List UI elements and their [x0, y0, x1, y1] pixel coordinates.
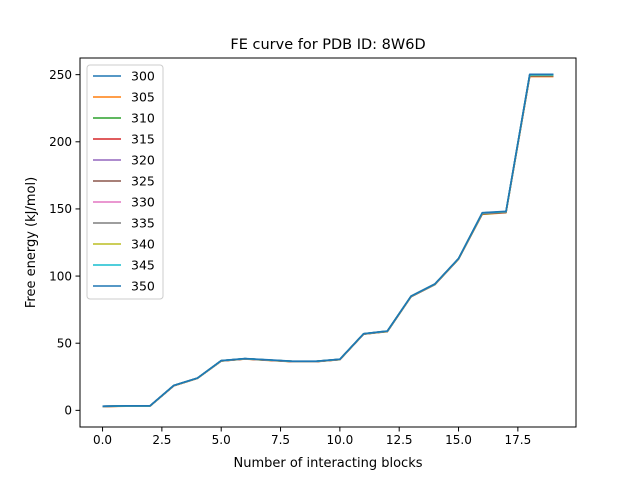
- legend-label-325: 325: [131, 174, 155, 189]
- y-tick-label: 50: [57, 337, 72, 351]
- legend-label-310: 310: [131, 111, 155, 126]
- x-axis-ticks: 0.0 2.5 5.0 7.5 10.0 12.5 15.0 17.5: [93, 427, 531, 447]
- x-tick-label: 5.0: [212, 433, 231, 447]
- legend-label-305: 305: [131, 90, 155, 105]
- legend-label-335: 335: [131, 216, 155, 231]
- legend-label-330: 330: [131, 195, 155, 210]
- plot-area-frame: [79, 57, 577, 428]
- x-axis-label: Number of interacting blocks: [233, 456, 422, 471]
- legend-label-320: 320: [131, 153, 155, 168]
- y-axis-ticks: 0 50 100 150 200 250: [49, 68, 80, 418]
- legend-box: [86, 64, 164, 300]
- legend-label-345: 345: [131, 258, 155, 273]
- x-tick-label: 17.5: [504, 433, 531, 447]
- legend-label-350: 350: [131, 279, 155, 294]
- x-tick-label: 0.0: [93, 433, 112, 447]
- y-axis-label: Free energy (kJ/mol): [24, 177, 39, 308]
- legend-label-300: 300: [131, 69, 155, 84]
- y-tick-label: 100: [49, 269, 72, 283]
- series-lines: [102, 73, 554, 408]
- legend-label-315: 315: [131, 132, 155, 147]
- legend: 300 305 310 315 320 325 330 335 340 345 350: [86, 64, 164, 300]
- x-tick-label: 12.5: [386, 433, 413, 447]
- x-tick-label: 15.0: [445, 433, 472, 447]
- series-line-350: [102, 73, 554, 407]
- y-tick-label: 0: [64, 404, 72, 418]
- y-tick-label: 250: [49, 68, 72, 82]
- legend-label-340: 340: [131, 237, 155, 252]
- x-tick-label: 7.5: [271, 433, 290, 447]
- x-tick-label: 2.5: [152, 433, 171, 447]
- chart-title: FE curve for PDB ID: 8W6D: [230, 37, 425, 53]
- x-tick-label: 10.0: [327, 433, 354, 447]
- y-tick-label: 150: [49, 202, 72, 216]
- y-tick-label: 200: [49, 135, 72, 149]
